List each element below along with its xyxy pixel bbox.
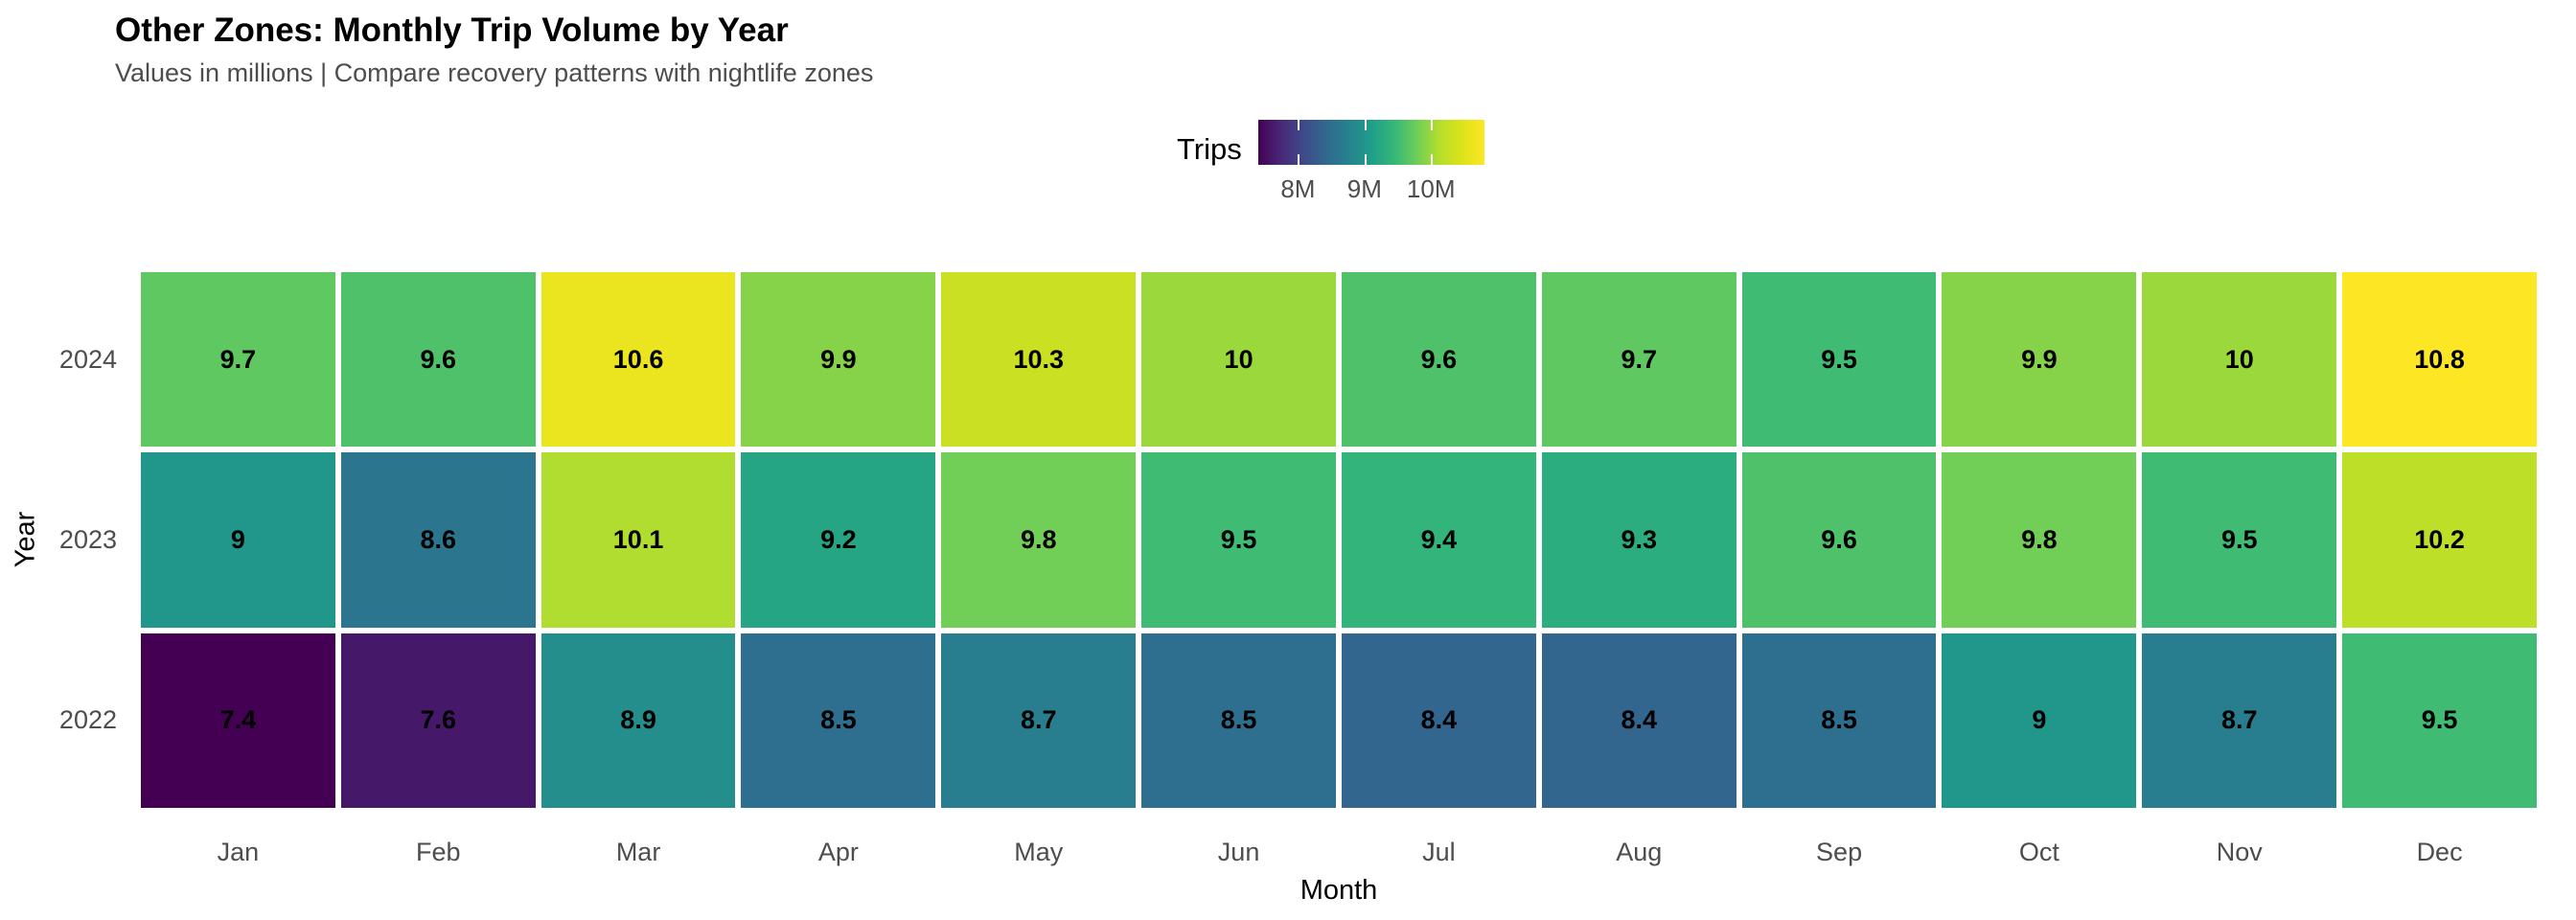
heatmap-cell-2023-Aug: 9.3: [1538, 449, 1739, 631]
x-tick-label-Aug: Aug: [1616, 838, 1663, 866]
heatmap-cell-2023-Sep: 9.6: [1738, 449, 1940, 631]
colorbar-tick-label: 8M: [1280, 174, 1316, 203]
x-tick-label-Apr: Apr: [817, 838, 859, 866]
heatmap-cell-2023-Jun: 9.5: [1138, 449, 1339, 631]
heatmap-cell-2023-Nov: 9.5: [2139, 449, 2340, 631]
colorbar-tick-mark: [1298, 154, 1300, 165]
x-tick-label-Jul: Jul: [1422, 838, 1456, 866]
colorbar-legend: Trips 8M 9M 10M: [1177, 120, 1484, 203]
heatmap-cell-2023-Jan: 9: [138, 449, 338, 631]
x-tick-label-Jan: Jan: [217, 838, 260, 866]
heatmap-cell-2023-Dec: 10.2: [2339, 449, 2540, 631]
heatmap-cell-2022-Oct: 9: [1939, 630, 2140, 811]
heatmap-cell-2023-Jul: 9.4: [1338, 449, 1539, 631]
heatmap-cell-2023-Feb: 8.6: [337, 449, 539, 631]
y-axis-tick-labels: 2024 2023 2022: [0, 269, 117, 811]
y-tick-label-2023: 2023: [58, 524, 117, 554]
heatmap-cell-2022-Nov: 8.7: [2139, 630, 2340, 811]
x-axis-title: Month: [1300, 875, 1378, 906]
y-tick-label-2022: 2022: [58, 705, 117, 735]
heatmap-cell-2024-Aug: 9.7: [1538, 269, 1739, 450]
heatmap-cell-2023-Oct: 9.8: [1939, 449, 2140, 631]
heatmap-cell-2023-Mar: 10.1: [538, 449, 739, 631]
heatmap-cell-2022-Jun: 8.5: [1138, 630, 1339, 811]
chart-subtitle: Values in millions | Compare recovery pa…: [115, 58, 874, 87]
x-tick-label-Nov: Nov: [2216, 838, 2263, 866]
heatmap-cell-2024-Jan: 9.7: [138, 269, 338, 450]
x-tick-label-May: May: [1014, 838, 1064, 866]
heatmap-cell-2022-Aug: 8.4: [1538, 630, 1739, 811]
heatmap-cell-2022-Jan: 7.4: [138, 630, 338, 811]
heatmap-cell-2022-Mar: 8.9: [538, 630, 739, 811]
colorbar-tick-mark: [1364, 154, 1367, 165]
heatmap-cell-2024-Jun: 10: [1138, 269, 1339, 450]
y-tick-label-2024: 2024: [58, 344, 117, 374]
heatmap-cell-2023-May: 9.8: [938, 449, 1139, 631]
legend-title: Trips: [1177, 132, 1242, 166]
colorbar-tick-label: 9M: [1346, 174, 1382, 203]
x-axis-tick-labels: Jan Feb Mar Apr May Jun Jul Aug Sep Oct Nov Dec: [138, 838, 2540, 867]
heatmap-cell-2024-Nov: 10: [2139, 269, 2340, 450]
heatmap-cell-2024-Oct: 9.9: [1939, 269, 2140, 450]
chart-title: Other Zones: Monthly Trip Volume by Year: [115, 12, 789, 49]
heatmap-cell-2022-Feb: 7.6: [337, 630, 539, 811]
x-tick-label-Jun: Jun: [1217, 838, 1260, 866]
x-tick-label-Dec: Dec: [2416, 838, 2463, 866]
colorbar-tick-label: 10M: [1406, 174, 1456, 203]
heatmap-cell-2023-Apr: 9.2: [738, 449, 939, 631]
colorbar-tick-mark: [1298, 120, 1300, 130]
heatmap-cell-2024-Sep: 9.5: [1738, 269, 1940, 450]
heatmap-cell-2024-May: 10.3: [938, 269, 1139, 450]
colorbar: 8M 9M 10M: [1257, 120, 1484, 203]
heatmap-cell-2024-Apr: 9.9: [738, 269, 939, 450]
x-tick-label-Oct: Oct: [2018, 838, 2059, 866]
heatmap-cell-2022-May: 8.7: [938, 630, 1139, 811]
x-tick-label-Mar: Mar: [615, 838, 661, 866]
x-tick-label-Feb: Feb: [415, 838, 461, 866]
heatmap-cell-2024-Mar: 10.6: [538, 269, 739, 450]
colorbar-tick-mark: [1364, 120, 1367, 130]
heatmap-cell-2022-Sep: 8.5: [1738, 630, 1940, 811]
heatmap-panel: 9.7 9.6 10.6 9.9 10.3 10 9.6 9.7 9.5 9.9 10 10.8 9 8.…: [138, 269, 2540, 811]
heatmap-cell-2022-Apr: 8.5: [738, 630, 939, 811]
heatmap-cell-2024-Feb: 9.6: [337, 269, 539, 450]
heatmap-cell-2022-Dec: 9.5: [2339, 630, 2540, 811]
colorbar-tick-mark: [1431, 154, 1434, 165]
colorbar-gradient: [1257, 120, 1484, 165]
colorbar-tick-mark: [1431, 120, 1434, 130]
heatmap-cell-2024-Dec: 10.8: [2339, 269, 2540, 450]
x-tick-label-Sep: Sep: [1816, 838, 1863, 866]
heatmap-cell-2024-Jul: 9.6: [1338, 269, 1539, 450]
heatmap-cell-2022-Jul: 8.4: [1338, 630, 1539, 811]
